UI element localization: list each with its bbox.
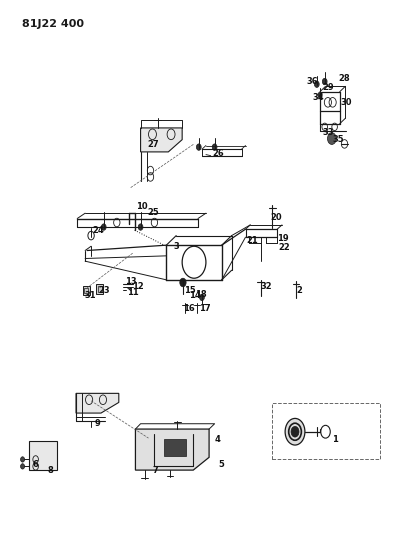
Text: 17: 17 bbox=[199, 304, 211, 312]
Bar bbox=[272, 403, 380, 459]
Text: 6: 6 bbox=[33, 461, 38, 469]
Polygon shape bbox=[135, 429, 209, 470]
Text: 3: 3 bbox=[173, 242, 179, 251]
Text: 12: 12 bbox=[132, 282, 144, 291]
Bar bbox=[29, 441, 57, 470]
Bar bbox=[83, 286, 90, 295]
Text: 28: 28 bbox=[338, 75, 350, 83]
Circle shape bbox=[21, 464, 25, 469]
Text: 7: 7 bbox=[153, 466, 158, 474]
Text: 4: 4 bbox=[214, 435, 220, 444]
Text: 19: 19 bbox=[277, 235, 289, 243]
Bar bbox=[164, 439, 186, 456]
Text: 24: 24 bbox=[92, 226, 104, 235]
Text: 23: 23 bbox=[98, 286, 110, 295]
Text: 22: 22 bbox=[278, 244, 290, 252]
Circle shape bbox=[318, 92, 322, 98]
Text: 27: 27 bbox=[148, 141, 160, 149]
Text: 32: 32 bbox=[260, 282, 272, 291]
Text: 15: 15 bbox=[184, 286, 196, 295]
Polygon shape bbox=[141, 128, 182, 152]
Circle shape bbox=[200, 294, 204, 301]
Text: 20: 20 bbox=[270, 213, 282, 222]
Circle shape bbox=[327, 133, 336, 144]
Polygon shape bbox=[76, 393, 119, 413]
Text: 34: 34 bbox=[313, 93, 325, 101]
Circle shape bbox=[196, 144, 201, 150]
Circle shape bbox=[138, 224, 143, 230]
Circle shape bbox=[285, 418, 305, 445]
Text: 31: 31 bbox=[84, 292, 96, 300]
Circle shape bbox=[21, 457, 25, 462]
Text: 21: 21 bbox=[247, 237, 259, 245]
Text: 8: 8 bbox=[48, 466, 53, 474]
Text: 5: 5 bbox=[218, 461, 224, 469]
Circle shape bbox=[322, 78, 327, 85]
Text: 35: 35 bbox=[333, 135, 345, 144]
Text: 11: 11 bbox=[127, 288, 139, 296]
Text: 26: 26 bbox=[213, 149, 225, 158]
Bar bbox=[84, 288, 88, 293]
Text: 13: 13 bbox=[125, 277, 137, 286]
Text: 33: 33 bbox=[322, 128, 334, 136]
Text: 81J22 400: 81J22 400 bbox=[22, 19, 84, 29]
Circle shape bbox=[101, 224, 106, 230]
Circle shape bbox=[314, 81, 319, 87]
Bar bbox=[98, 286, 102, 292]
Text: 36: 36 bbox=[306, 77, 318, 85]
Text: 16: 16 bbox=[183, 304, 195, 312]
Text: 30: 30 bbox=[341, 98, 352, 107]
Bar bbox=[96, 284, 103, 294]
Text: 29: 29 bbox=[322, 84, 334, 92]
Circle shape bbox=[212, 144, 217, 150]
Text: 25: 25 bbox=[148, 208, 160, 216]
Text: 2: 2 bbox=[296, 286, 302, 295]
Text: 10: 10 bbox=[136, 203, 148, 211]
Text: 18: 18 bbox=[195, 290, 207, 298]
Text: 9: 9 bbox=[94, 419, 100, 428]
Text: 1: 1 bbox=[332, 435, 337, 444]
Text: 14: 14 bbox=[189, 292, 201, 300]
Circle shape bbox=[180, 278, 186, 287]
Circle shape bbox=[291, 426, 299, 437]
